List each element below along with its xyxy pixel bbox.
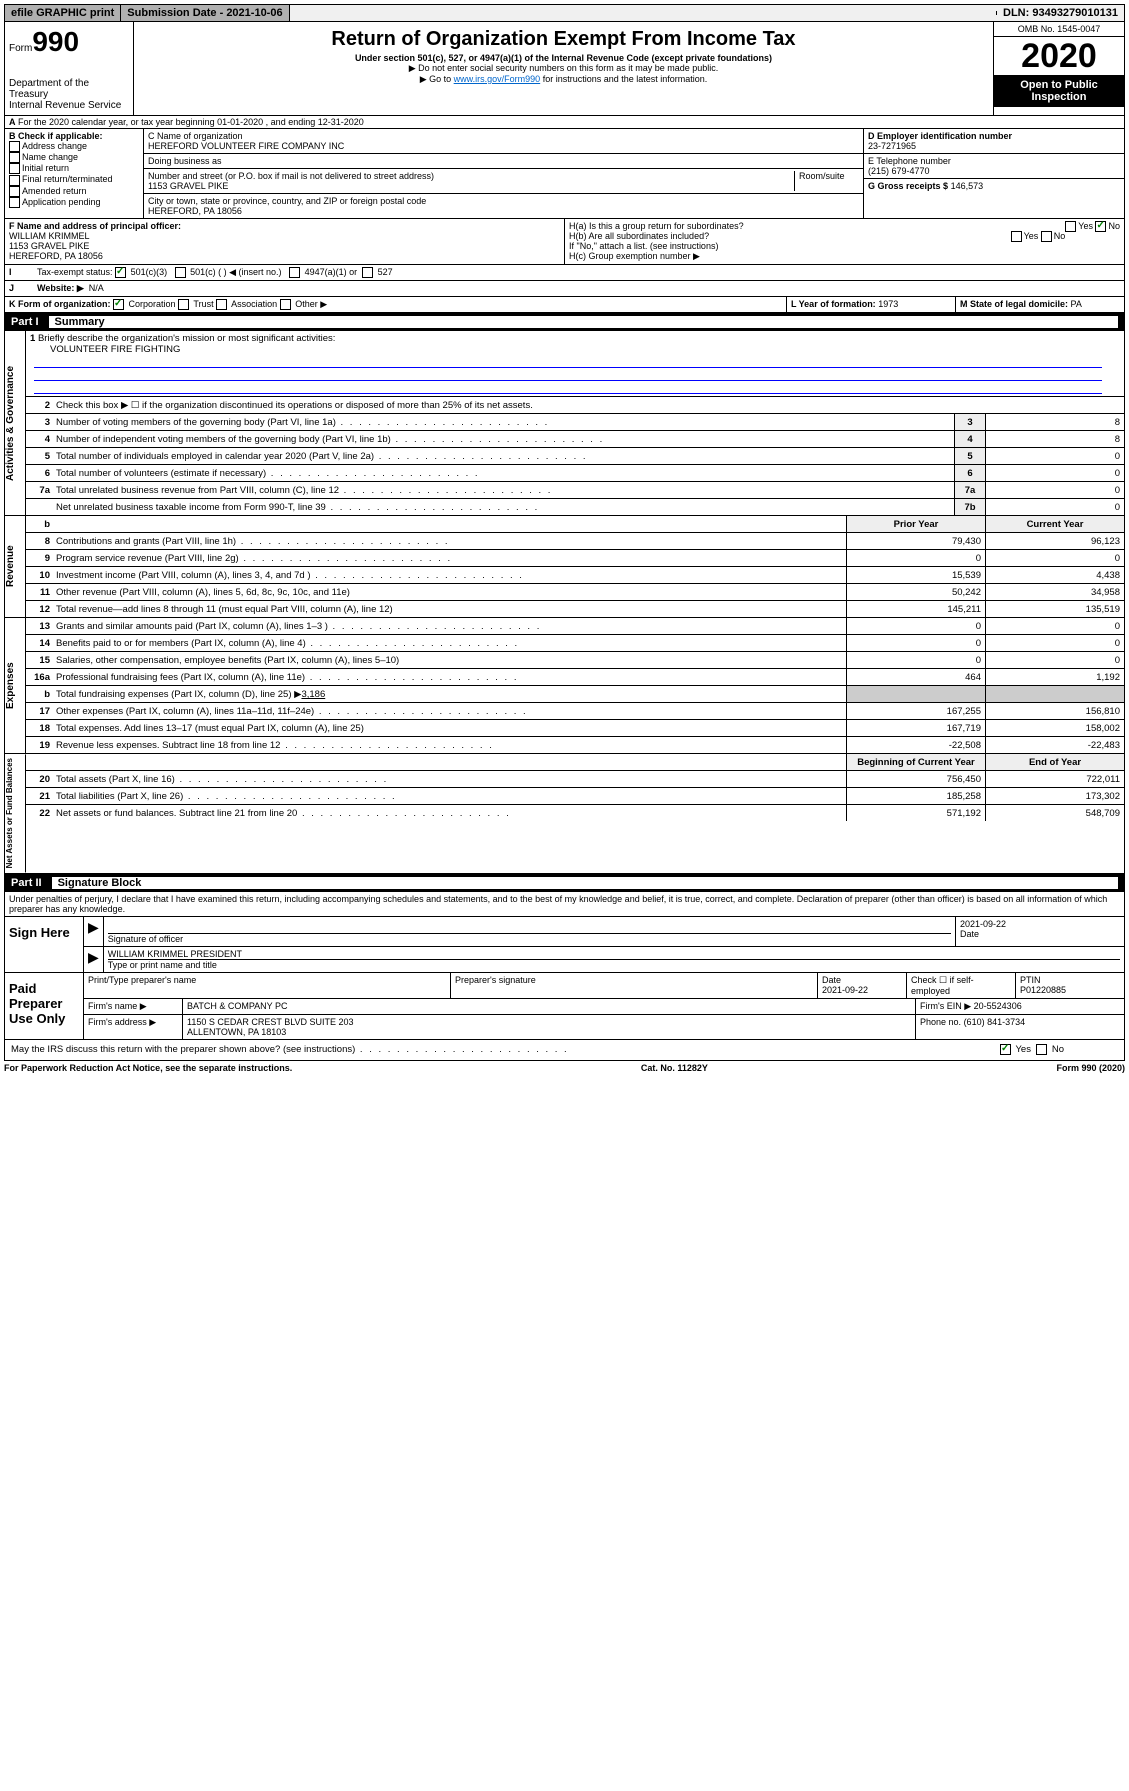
website: N/A [89,283,104,293]
check-other[interactable] [280,299,291,310]
box-h: H(a) Is this a group return for subordin… [565,219,1124,264]
check-527[interactable] [362,267,373,278]
discuss-yes[interactable] [1000,1044,1011,1055]
check-trust[interactable] [178,299,189,310]
box-b: B Check if applicable: Address change Na… [5,129,144,218]
entity-grid: B Check if applicable: Address change Na… [4,129,1125,219]
check-assoc[interactable] [216,299,227,310]
mission: VOLUNTEER FIRE FIGHTING [30,344,180,355]
spacer [290,11,997,15]
tab-expenses: Expenses [5,618,26,753]
check-final[interactable] [9,175,20,186]
ha-yes[interactable] [1065,221,1076,232]
org-address: 1153 GRAVEL PIKE [148,181,794,191]
row-j: J Website: ▶ N/A [4,281,1125,297]
check-address[interactable] [9,141,20,152]
perjury-text: Under penalties of perjury, I declare th… [5,892,1124,916]
check-501c3[interactable] [115,267,126,278]
ptin: P01220885 [1020,985,1066,995]
check-4947[interactable] [289,267,300,278]
form-title: Return of Organization Exempt From Incom… [138,28,989,51]
sign-here: Sign Here ▶ Signature of officer 2021-09… [5,916,1124,972]
check-name[interactable] [9,152,20,163]
dln-label: DLN: 93493279010131 [997,5,1124,21]
summary-netassets: Net Assets or Fund Balances Beginning of… [4,754,1125,873]
row-klm: K Form of organization: Corporation Trus… [4,297,1125,313]
gross-receipts: 146,573 [951,181,984,191]
header-left: Form990 Department of the Treasury Inter… [5,22,134,115]
firm-name: BATCH & COMPANY PC [183,999,916,1014]
ein: 23-7271965 [868,141,1120,151]
officer-name: WILLIAM KRIMMEL PRESIDENT [108,949,1120,960]
row-i: I Tax-exempt status: 501(c)(3) 501(c) ( … [4,265,1125,281]
row-fh: F Name and address of principal officer:… [4,219,1125,265]
hb-yes[interactable] [1011,231,1022,242]
summary-expenses: Expenses 13Grants and similar amounts pa… [4,618,1125,754]
top-bar: efile GRAPHIC print Submission Date - 20… [4,4,1125,22]
phone: (215) 679-4770 [868,166,1120,176]
efile-button[interactable]: efile GRAPHIC print [5,5,121,21]
part2-header: Part II Signature Block [4,874,1125,892]
box-de: D Employer identification number 23-7271… [864,129,1124,218]
org-name: HEREFORD VOLUNTEER FIRE COMPANY INC [148,141,859,151]
discuss-no[interactable] [1036,1044,1047,1055]
check-pending[interactable] [9,197,20,208]
hb-no[interactable] [1041,231,1052,242]
summary-governance: Activities & Governance 1 Briefly descri… [4,331,1125,516]
ha-no[interactable] [1095,221,1106,232]
submission-button[interactable]: Submission Date - 2021-10-06 [121,5,289,21]
section-a: A For the 2020 calendar year, or tax yea… [4,116,1125,129]
note-ssn: ▶ Do not enter social security numbers o… [138,63,989,74]
footer: For Paperwork Reduction Act Notice, see … [4,1061,1125,1075]
note-link: ▶ Go to www.irs.gov/Form990 for instruct… [138,74,989,85]
firm-address: 1150 S CEDAR CREST BLVD SUITE 203 ALLENT… [183,1015,916,1039]
form-subtitle: Under section 501(c), 527, or 4947(a)(1)… [138,53,989,63]
signature-block: Under penalties of perjury, I declare th… [4,892,1125,1061]
form-number: Form990 [9,26,129,58]
box-c: C Name of organization HEREFORD VOLUNTEE… [144,129,864,218]
header-right: OMB No. 1545-0047 2020 Open to Public In… [993,22,1124,115]
tab-revenue: Revenue [5,516,26,617]
check-amended[interactable] [9,186,20,197]
paid-preparer: Paid Preparer Use Only Print/Type prepar… [5,972,1124,1039]
tab-netassets: Net Assets or Fund Balances [5,754,26,872]
arrow-icon: ▶ [84,947,104,972]
omb-label: OMB No. 1545-0047 [994,22,1124,37]
check-501c[interactable] [175,267,186,278]
irs-link[interactable]: www.irs.gov/Form990 [454,74,541,84]
header-mid: Return of Organization Exempt From Incom… [134,22,993,115]
dept-label: Department of the Treasury Internal Reve… [9,78,129,111]
box-f: F Name and address of principal officer:… [5,219,565,264]
tax-year: 2020 [994,37,1124,75]
open-public: Open to Public Inspection [994,75,1124,107]
part1-header: Part I Summary [4,313,1125,331]
summary-revenue: Revenue bPrior YearCurrent Year 8Contrib… [4,516,1125,618]
form-header: Form990 Department of the Treasury Inter… [4,22,1125,116]
check-corp[interactable] [113,299,124,310]
tab-governance: Activities & Governance [5,331,26,515]
org-city: HEREFORD, PA 18056 [148,206,859,216]
check-initial[interactable] [9,163,20,174]
arrow-icon: ▶ [84,917,104,946]
